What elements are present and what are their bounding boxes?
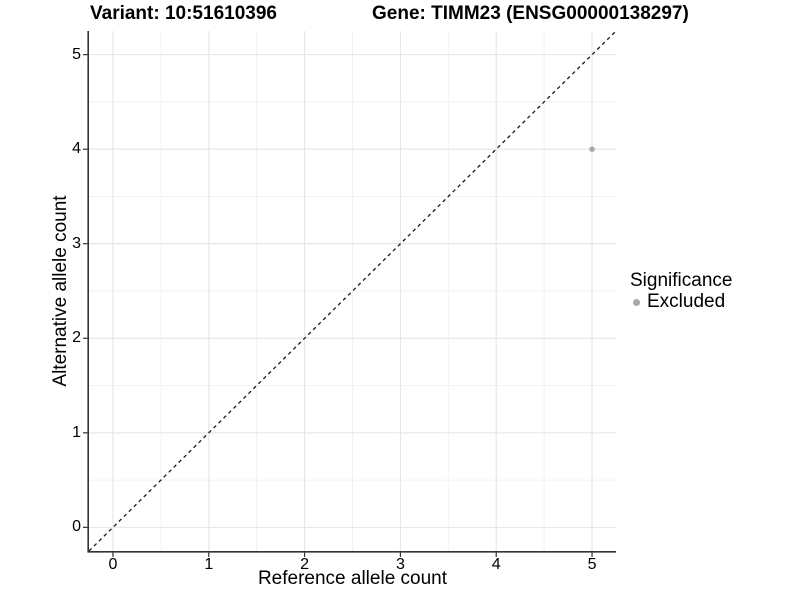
legend-item: Excluded xyxy=(633,292,732,312)
y-axis-title: Alternative allele count xyxy=(50,195,71,387)
x-tick-label: 0 xyxy=(108,556,118,573)
x-tick-label: 4 xyxy=(491,556,501,573)
y-tick-label: 4 xyxy=(72,140,81,158)
y-tick-label: 1 xyxy=(72,423,81,441)
legend-item-label: Excluded xyxy=(647,291,726,312)
data-point xyxy=(589,146,595,152)
legend: Significance Excluded xyxy=(630,271,732,312)
x-tick-label: 3 xyxy=(395,556,405,573)
x-axis-title: Reference allele count xyxy=(257,568,448,589)
legend-items: Excluded xyxy=(630,292,732,312)
x-tick-label: 1 xyxy=(204,556,214,573)
legend-key-dot-icon xyxy=(633,298,640,306)
y-tick-label: 5 xyxy=(72,45,81,63)
identity-dashed-line xyxy=(88,30,617,552)
legend-title: Significance xyxy=(630,270,733,291)
x-tick-label: 2 xyxy=(300,556,310,573)
y-tick-label: 0 xyxy=(72,518,81,536)
x-tick-label: 5 xyxy=(587,556,597,573)
y-tick-label: 2 xyxy=(72,329,81,347)
plot-title-gene: Gene: TIMM23 (ENSG00000138297) xyxy=(372,3,689,24)
y-tick-label: 3 xyxy=(72,234,81,252)
plot-title-variant: Variant: 10:51610396 xyxy=(90,3,277,24)
